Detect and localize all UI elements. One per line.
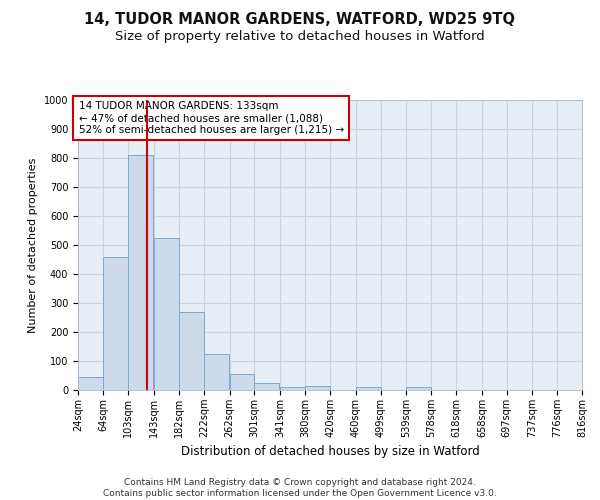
Text: Contains HM Land Registry data © Crown copyright and database right 2024.
Contai: Contains HM Land Registry data © Crown c… [103,478,497,498]
Bar [154,238,179,390]
Bar [103,256,128,390]
Text: 14 TUDOR MANOR GARDENS: 133sqm
← 47% of detached houses are smaller (1,088)
52% : 14 TUDOR MANOR GARDENS: 133sqm ← 47% of … [79,102,344,134]
Bar [128,155,153,390]
Bar [78,377,103,390]
Text: Size of property relative to detached houses in Watford: Size of property relative to detached ho… [115,30,485,43]
X-axis label: Distribution of detached houses by size in Watford: Distribution of detached houses by size … [181,446,479,458]
Text: 14, TUDOR MANOR GARDENS, WATFORD, WD25 9TQ: 14, TUDOR MANOR GARDENS, WATFORD, WD25 9… [85,12,515,28]
Bar [280,387,305,390]
Bar [305,386,329,390]
Bar [179,312,203,390]
Bar [406,387,431,390]
Bar [254,383,280,390]
Bar [230,374,254,390]
Y-axis label: Number of detached properties: Number of detached properties [28,158,38,332]
Bar [356,387,380,390]
Bar [204,354,229,390]
